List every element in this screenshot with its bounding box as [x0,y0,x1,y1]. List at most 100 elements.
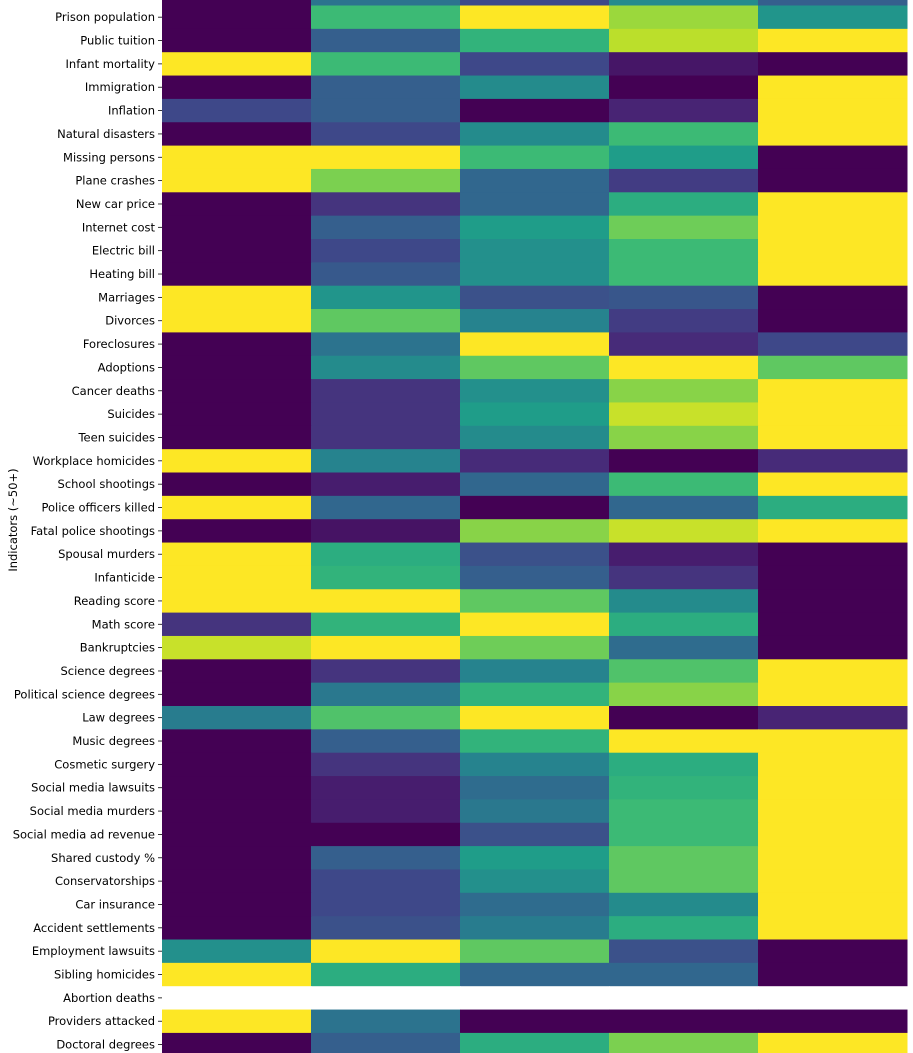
heatmap-cell [311,28,461,53]
heatmap-cell [460,425,610,450]
heatmap-cell [758,122,908,147]
heatmap-cell [162,589,312,614]
heatmap-cell [609,565,759,590]
heatmap-cell [162,472,312,497]
heatmap-cell-partial [460,0,610,6]
heatmap-cell [311,332,461,357]
heatmap-cell [758,145,908,170]
heatmap-cell [758,425,908,450]
heatmap-cell [460,869,610,894]
heatmap-cell [162,846,312,870]
heatmap-cell [609,332,759,357]
heatmap-cell [311,519,461,544]
row-label: Social media lawsuits [31,781,155,795]
row-label: Police officers killed [41,501,155,515]
heatmap-cell [311,1032,461,1053]
heatmap-cell [311,846,461,870]
heatmap-cell [311,495,461,520]
heatmap-cell [758,542,908,567]
heatmap-cell [609,122,759,147]
heatmap-cell [311,986,461,1011]
heatmap-cell [609,239,759,263]
heatmap-cell [609,449,759,473]
row-label: Math score [92,617,155,631]
heatmap-cell [609,916,759,940]
heatmap-cell [609,612,759,637]
heatmap-cell [311,145,461,170]
heatmap-cell [460,1032,610,1053]
heatmap-cell [311,425,461,450]
heatmap-cell [758,262,908,287]
heatmap-cell [311,262,461,287]
heatmap-cell [162,75,312,100]
heatmap-cell [311,962,461,987]
heatmap-cell [460,262,610,287]
heatmap-cell [460,519,610,544]
heatmap-cell [162,542,312,567]
heatmap-cell [758,239,908,263]
heatmap-cell [758,215,908,240]
heatmap-cell [758,28,908,53]
row-label: Suicides [107,407,155,421]
heatmap-cell [162,122,312,147]
heatmap-cell [162,776,312,800]
heatmap-cell [460,659,610,684]
heatmap-cell [162,752,312,777]
heatmap-cell [758,846,908,870]
heatmap-cell [609,799,759,824]
heatmap-cell [460,635,610,660]
heatmap-cell [311,729,461,754]
heatmap-cell [460,5,610,30]
heatmap-cell [162,309,312,333]
heatmap-cell [162,98,312,123]
heatmap-cell [460,846,610,870]
heatmap-cell [311,285,461,310]
heatmap-cell [460,472,610,497]
row-label: Sibling homicides [54,968,155,982]
heatmap-cell [758,1032,908,1053]
heatmap-cell [609,986,759,1011]
heatmap-cell [758,192,908,217]
heatmap-cell [609,869,759,894]
heatmap-cell [162,1032,312,1053]
heatmap-cell [162,5,312,30]
heatmap-cell [460,449,610,473]
heatmap-cell [609,706,759,730]
heatmap-cell [609,168,759,193]
heatmap-cell [162,52,312,77]
heatmap-cell [162,379,312,403]
heatmap-cell [609,5,759,30]
heatmap-cell [758,332,908,357]
heatmap-cell [609,589,759,614]
heatmap-cell [311,659,461,684]
heatmap-cell [758,379,908,403]
heatmap-cell [609,635,759,660]
heatmap-cell [311,75,461,100]
heatmap-cell [609,1032,759,1053]
heatmap-cell [162,892,312,917]
heatmap-cell [758,1009,908,1034]
heatmap-cell [758,519,908,544]
heatmap-cell [758,285,908,310]
heatmap-cell [460,75,610,100]
heatmap-cell [311,869,461,894]
heatmap-cell [162,939,312,964]
heatmap-cell [609,659,759,684]
heatmap-cell [460,168,610,193]
heatmap-cell [460,145,610,170]
heatmap-cell [460,379,610,403]
heatmap-cell [311,799,461,824]
heatmap-cell [609,28,759,53]
heatmap-cell [460,542,610,567]
row-label: Abortion deaths [63,991,155,1005]
heatmap-cell [460,706,610,730]
heatmap-cell [311,379,461,403]
heatmap-cell [758,869,908,894]
heatmap-cell [609,729,759,754]
heatmap-cell [758,939,908,964]
heatmap-cell [609,262,759,287]
row-label: Inflation [108,104,155,118]
heatmap-cell [758,706,908,730]
heatmap-cell [162,1009,312,1034]
row-label: Heating bill [89,267,155,281]
